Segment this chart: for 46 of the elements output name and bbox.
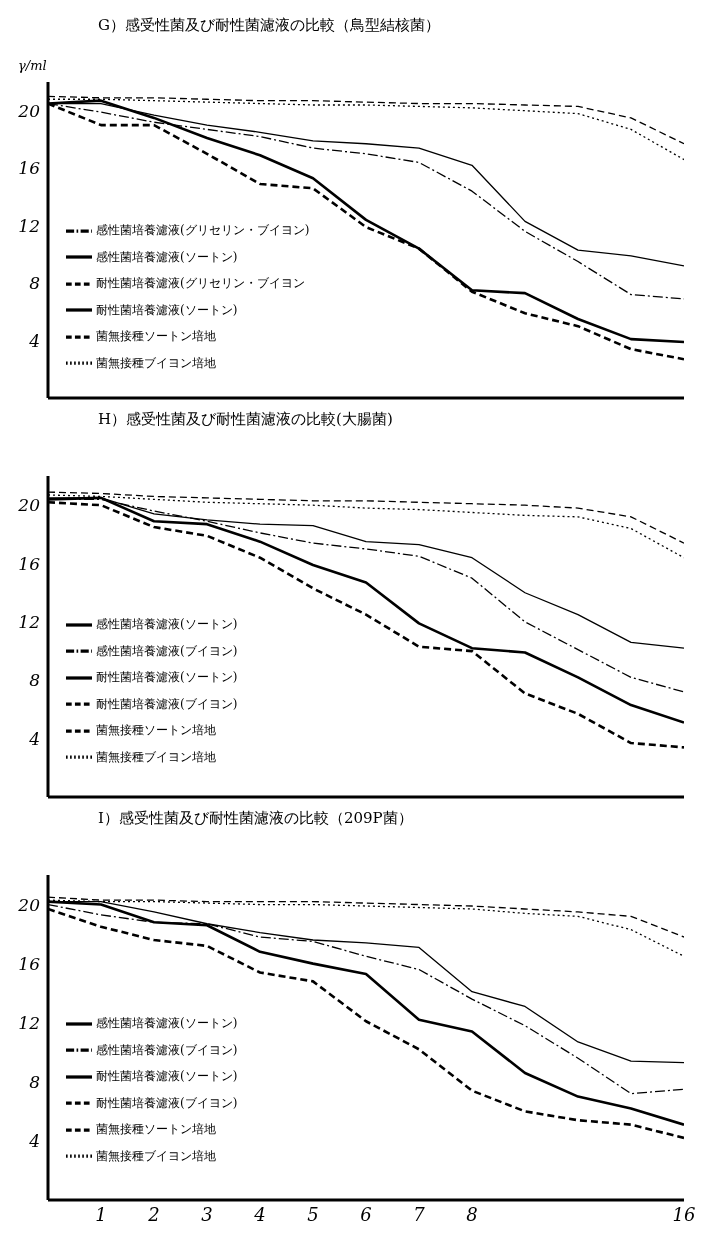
y-tick-label: 8	[29, 273, 41, 294]
legend-label: 感性菌培養濾液(ソートン)	[96, 249, 238, 264]
legend-label: 菌無接種ソートン培地	[96, 723, 216, 737]
y-tick-label: 8	[29, 670, 41, 691]
legend-label: 感性菌培養濾液(グリセリン・ブイヨン)	[96, 223, 310, 237]
legend-label: 感性菌培養濾液(ブイヨン)	[96, 643, 238, 658]
legend-label: 菌無接種ブイヨン培地	[96, 749, 216, 764]
y-tick-label: 8	[29, 1071, 41, 1092]
x-tick-label: 8	[466, 1203, 478, 1225]
legend-label: 耐性菌培養濾液(ソートン)	[96, 1069, 238, 1083]
legend-label: 耐性菌培養濾液(ブイヨン)	[96, 696, 238, 711]
chart-title: I）感受性菌及び耐性菌濾液の比較（209P菌）	[97, 808, 414, 829]
x-tick-label: 7	[413, 1203, 426, 1225]
y-tick-label: 4	[28, 728, 40, 749]
legend-label: 耐性菌培養濾液(ブイヨン)	[96, 1095, 238, 1110]
y-tick-label: 16	[18, 158, 41, 179]
x-tick-label: 3	[201, 1203, 213, 1225]
legend-label: 菌無接種ソートン培地	[96, 329, 216, 343]
y-tick-label: 12	[18, 215, 40, 236]
y-tick-label: 20	[17, 495, 41, 516]
y-tick-label: 20	[17, 894, 41, 915]
y-tick-label: 4	[28, 330, 40, 351]
legend-label: 感性菌培養濾液(ソートン)	[96, 1016, 238, 1030]
legend-label: 耐性菌培養濾液(グリセリン・ブイヨン	[96, 276, 305, 290]
legend-label: 耐性菌培養濾液(ソートン)	[96, 302, 238, 317]
y-tick-label: 16	[18, 953, 41, 974]
x-tick-label: 6	[360, 1203, 372, 1225]
y-tick-label: 12	[18, 611, 40, 632]
x-tick-label: 4	[253, 1203, 266, 1225]
legend-label: 菌無接種ブイヨン培地	[96, 1148, 216, 1163]
y-tick-label: 16	[18, 553, 41, 574]
chart-title: H）感受性菌及び耐性菌濾液の比較(大腸菌)	[97, 409, 394, 430]
y-tick-label: 4	[28, 1130, 40, 1151]
legend-label: 感性菌培養濾液(ソートン)	[96, 617, 238, 631]
chart-title: G）感受性菌及び耐性菌濾液の比較（鳥型結核菌）	[97, 15, 441, 36]
x-tick-label: 1	[95, 1203, 107, 1225]
legend-label: 感性菌培養濾液(ブイヨン)	[96, 1042, 238, 1057]
x-tick-label: 2	[147, 1203, 160, 1225]
y-tick-label: 12	[18, 1012, 40, 1033]
legend-label: 菌無接種ブイヨン培地	[96, 355, 216, 370]
legend-label: 菌無接種ソートン培地	[96, 1122, 216, 1136]
legend-label: 耐性菌培養濾液(ソートン)	[96, 670, 238, 684]
y-axis-title: γ/ml	[18, 58, 47, 73]
y-tick-label: 20	[17, 100, 41, 121]
x-tick-label: 5	[307, 1203, 319, 1225]
x-tick-label: 16	[672, 1203, 696, 1225]
